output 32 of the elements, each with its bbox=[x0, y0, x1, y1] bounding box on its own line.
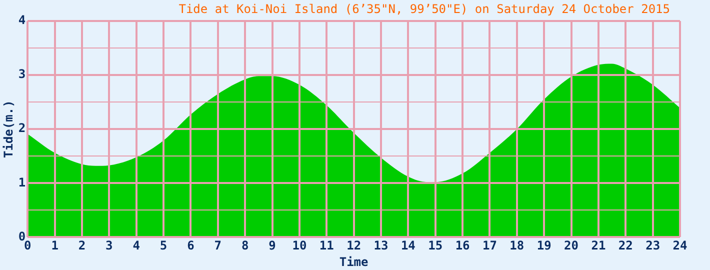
chart-title: Tide at Koi-Noi Island (6’35"N, 99’50"E) on Saturday 24 October 2015 bbox=[178, 2, 670, 16]
x-tick-label: 13 bbox=[374, 238, 388, 253]
x-tick-label: 16 bbox=[455, 238, 470, 253]
x-tick-label: 18 bbox=[510, 238, 524, 253]
x-tick-label: 14 bbox=[400, 238, 416, 253]
x-tick-label: 19 bbox=[536, 238, 552, 253]
x-tick-label: 2 bbox=[78, 238, 86, 253]
x-tick-label: 9 bbox=[268, 238, 276, 253]
y-tick-label: 4 bbox=[18, 13, 26, 28]
x-tick-label: 4 bbox=[132, 238, 140, 253]
x-tick-label: 21 bbox=[591, 238, 606, 253]
x-tick-label: 24 bbox=[672, 238, 688, 253]
x-tick-label: 6 bbox=[187, 238, 194, 253]
y-tick-label: 2 bbox=[18, 121, 26, 136]
x-tick-label: 20 bbox=[564, 238, 578, 253]
y-axis-title: Tide(m.) bbox=[1, 100, 16, 158]
x-tick-label: 10 bbox=[292, 238, 307, 253]
x-tick-label: 15 bbox=[428, 238, 443, 253]
x-tick-label: 12 bbox=[346, 238, 362, 253]
x-tick-label: 23 bbox=[646, 238, 660, 253]
x-tick-label: 22 bbox=[618, 238, 633, 253]
x-axis-title: Time bbox=[339, 254, 368, 269]
y-tick-label: 3 bbox=[18, 67, 26, 82]
x-tick-label: 5 bbox=[160, 238, 168, 253]
x-tick-label: 7 bbox=[214, 238, 222, 253]
x-tick-label: 17 bbox=[482, 238, 497, 253]
x-tick-label: 3 bbox=[106, 238, 113, 253]
x-tick-label: 1 bbox=[51, 238, 58, 253]
y-tick-label: 0 bbox=[18, 229, 26, 244]
y-tick-label: 1 bbox=[18, 175, 26, 190]
x-tick-label: 8 bbox=[241, 238, 249, 253]
x-tick-label: 11 bbox=[319, 238, 334, 253]
